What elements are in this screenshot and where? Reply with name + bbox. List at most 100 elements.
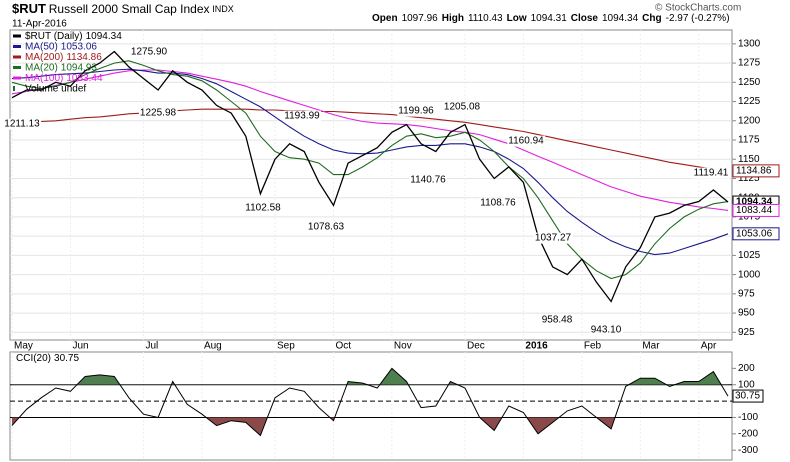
- series-line: [11, 69, 729, 211]
- y-tick-label: -200: [738, 428, 758, 439]
- y-tick-label: 1150: [738, 154, 760, 165]
- annotation: 1108.76: [480, 198, 516, 209]
- y-tick-label: 1275: [738, 58, 761, 69]
- quote: Open 1097.96 High 1110.43 Low 1094.31 Close 109…: [372, 13, 730, 24]
- legend-value: 30.75: [54, 353, 79, 364]
- annotation: 1160.94: [508, 136, 544, 147]
- y-tick-label: -100: [738, 412, 758, 423]
- annotation: 1193.99: [284, 111, 320, 122]
- x-tick-label: Nov: [394, 341, 412, 352]
- series-line: [11, 50, 729, 303]
- y-tick-label: 1175: [738, 135, 760, 146]
- annotation-box: [3, 118, 42, 130]
- x-tick-label: Jul: [146, 341, 159, 352]
- y-tick-label: 925: [738, 327, 755, 338]
- annotation-box: [129, 46, 169, 58]
- legend-name: CCI(20): [16, 353, 51, 364]
- y-tick-label: 950: [738, 308, 755, 319]
- annotation-box: [442, 101, 482, 113]
- x-tick-label: Dec: [467, 341, 485, 352]
- last-value-box: [732, 203, 780, 217]
- annotation: 1275.90: [131, 47, 168, 58]
- legend-name: MA(50): [25, 41, 58, 52]
- chart-header: $RUT Russell 2000 Small Cap Index INDX: [12, 1, 234, 16]
- last-value: 1053.06: [736, 228, 773, 239]
- quote-part: Chg: [642, 13, 661, 24]
- legend-value: 1134.86: [66, 52, 102, 63]
- y-tick-label: 1125: [738, 173, 760, 184]
- index-name: Russell 2000 Small Cap Index: [49, 2, 210, 16]
- annotation: 1205.08: [444, 102, 481, 113]
- legend-swatch: [13, 76, 21, 80]
- annotation: 1078.63: [308, 222, 345, 233]
- y-tick-label: 1025: [738, 250, 761, 261]
- annotation-box: [533, 232, 573, 244]
- legend-value: 1094.93: [61, 62, 98, 73]
- annotation: 1211.13: [4, 119, 40, 130]
- annotation-box: [589, 324, 623, 336]
- price-panel: [9, 29, 733, 341]
- legend-value: 1053.06: [61, 41, 98, 52]
- x-tick-label: Sep: [277, 341, 295, 352]
- quote-part: Open: [372, 13, 398, 24]
- annotation: 1199.96: [398, 106, 434, 117]
- annotation-box: [409, 174, 448, 186]
- annotation: 1037.27: [535, 233, 572, 244]
- last-value-box: [732, 389, 764, 403]
- copyright: © StockCharts.com: [655, 3, 741, 14]
- legend-name: MA(200): [25, 52, 63, 63]
- annotation: 1102.58: [245, 203, 281, 214]
- x-tick-label: 2016: [525, 341, 548, 352]
- legend-swatch: [13, 45, 21, 48]
- legend-entry: $RUT (Daily) 1094.34: [25, 31, 122, 42]
- legend-entry: MA(20) 1094.93: [25, 62, 97, 73]
- annotation-box: [540, 314, 574, 326]
- legend-swatch: [13, 66, 21, 69]
- quote-part: High: [442, 13, 464, 24]
- last-value-box: [732, 227, 780, 241]
- cci-legend: CCI(20) 30.75: [16, 353, 79, 364]
- cci-panel: [9, 351, 733, 461]
- legend-name: MA(20): [25, 62, 58, 73]
- legend-swatch: [13, 34, 21, 38]
- legend-swatch: [13, 86, 15, 91]
- series-line: [11, 367, 729, 437]
- y-tick-label: 1250: [738, 77, 761, 88]
- last-value-box: [732, 164, 780, 178]
- legend-name: MA(100): [25, 73, 63, 84]
- y-tick-label: 1075: [738, 212, 761, 223]
- cci-fill: [12, 368, 728, 385]
- x-tick-label: Aug: [204, 341, 222, 352]
- x-tick-label: May: [14, 341, 33, 352]
- y-tick-label: 100: [738, 379, 755, 390]
- x-tick-label: Oct: [335, 341, 351, 352]
- annotation-box: [692, 167, 730, 179]
- annotation: 958.48: [542, 315, 573, 326]
- quote-part: -2.97 (-0.27%): [666, 13, 730, 24]
- annotation-box: [138, 107, 178, 119]
- legend-value: 1094.34: [86, 31, 123, 42]
- x-tick-label: Jun: [72, 341, 88, 352]
- date: 11-Apr-2016: [12, 19, 67, 30]
- series-line: [11, 60, 729, 280]
- annotation-box: [397, 105, 436, 117]
- y-tick-label: 975: [738, 288, 755, 299]
- legend-entry: MA(100) 1083.44: [25, 73, 103, 84]
- x-tick-label: Feb: [584, 341, 602, 352]
- legend-value: 1083.44: [66, 73, 103, 84]
- last-value: 1094.34: [736, 197, 773, 208]
- quote-part: 1110.43: [468, 13, 503, 24]
- annotation: 943.10: [591, 325, 622, 336]
- cci-fill: [12, 417, 728, 436]
- last-value: 30.75: [735, 391, 760, 402]
- y-tick-label: -300: [738, 445, 758, 456]
- annotation-box: [507, 135, 546, 147]
- legend-entry: Volume undef: [25, 84, 86, 95]
- y-tick-label: 1300: [738, 38, 761, 49]
- symbol: $RUT: [12, 1, 46, 16]
- annotation: 1140.76: [410, 175, 446, 186]
- quote-part: 1094.31: [531, 13, 568, 24]
- y-tick-label: 1200: [738, 115, 761, 126]
- y-tick-label: 1000: [738, 269, 761, 280]
